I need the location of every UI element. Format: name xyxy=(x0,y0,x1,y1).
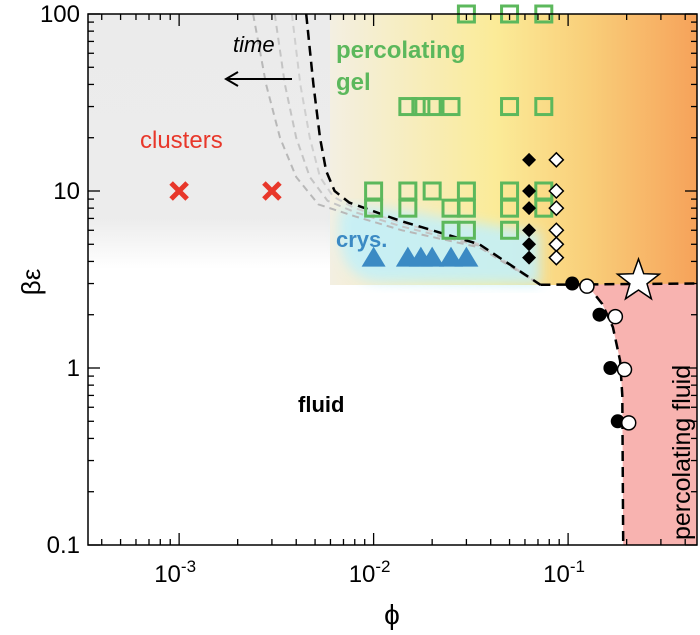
time-arrow-icon xyxy=(224,71,292,87)
square-marker xyxy=(398,97,418,117)
y-tick-label: 10 xyxy=(53,178,80,205)
square-marker xyxy=(364,198,384,218)
open-diamond-marker xyxy=(548,151,565,168)
filled-circle-marker xyxy=(592,307,607,322)
plot-frame xyxy=(87,13,698,546)
percolating-fluid-region xyxy=(568,283,697,545)
triangle-marker xyxy=(454,246,479,267)
square-marker xyxy=(500,220,520,240)
star-marker xyxy=(615,256,662,301)
filled-diamond-marker xyxy=(522,184,537,198)
x-tick-label: 10-3 xyxy=(154,557,196,588)
label-percolating-gel-1: percolating xyxy=(336,37,465,64)
percolation-boundary-line xyxy=(540,282,698,287)
y-tick-label: 0.1 xyxy=(47,532,80,559)
label-percolating-gel-2: gel xyxy=(336,69,371,96)
label-clusters: clusters xyxy=(140,127,223,154)
axis-ticks: 10-3 10-2 10-1 100 10 1 0.1 xyxy=(40,1,697,588)
triangle-marker xyxy=(361,246,386,267)
square-marker xyxy=(500,198,520,218)
cross-marker xyxy=(262,181,282,201)
open-diamond-marker xyxy=(548,182,565,200)
region-backgrounds xyxy=(88,14,697,545)
filled-circle-marker xyxy=(603,361,618,375)
open-circle-marker xyxy=(607,308,624,325)
open-circle-marker xyxy=(620,415,637,431)
square-marker xyxy=(441,97,461,117)
filled-diamond-marker xyxy=(522,201,537,216)
filled-diamond-marker xyxy=(522,152,537,167)
filled-diamond-marker xyxy=(522,250,537,265)
open-circle-marker xyxy=(616,361,633,378)
open-circle-marker xyxy=(579,278,595,294)
square-marker xyxy=(456,220,476,240)
x-axis-label: ϕ xyxy=(384,599,400,630)
square-marker xyxy=(500,97,520,117)
x-tick-label: 10-1 xyxy=(543,557,585,588)
open-diamond-marker xyxy=(548,200,565,217)
cross-marker xyxy=(169,181,189,201)
square-marker xyxy=(534,97,554,117)
label-fluid: fluid xyxy=(298,392,344,417)
label-crystal: crys. xyxy=(336,227,387,252)
filled-diamond-marker xyxy=(522,223,537,238)
gel-boundary-line xyxy=(304,13,542,286)
square-marker xyxy=(422,97,442,117)
label-time: time xyxy=(233,32,275,57)
square-marker xyxy=(398,198,418,218)
y-tick-label: 100 xyxy=(40,1,80,28)
label-percolating-fluid: percolating fluid xyxy=(668,365,696,540)
data-markers xyxy=(169,4,662,431)
y-tick-label: 1 xyxy=(67,355,80,382)
triangle-marker xyxy=(439,246,464,267)
square-marker xyxy=(411,97,431,117)
time-curve xyxy=(252,13,541,286)
filled-circle-marker xyxy=(565,276,580,291)
filled-diamond-marker xyxy=(522,237,537,252)
triangle-marker xyxy=(420,246,445,267)
y-axis-label: βε xyxy=(16,268,46,295)
square-marker xyxy=(422,181,442,201)
x-tick-label: 10-2 xyxy=(349,557,391,588)
square-marker xyxy=(456,198,476,218)
open-diamond-marker xyxy=(548,249,565,266)
